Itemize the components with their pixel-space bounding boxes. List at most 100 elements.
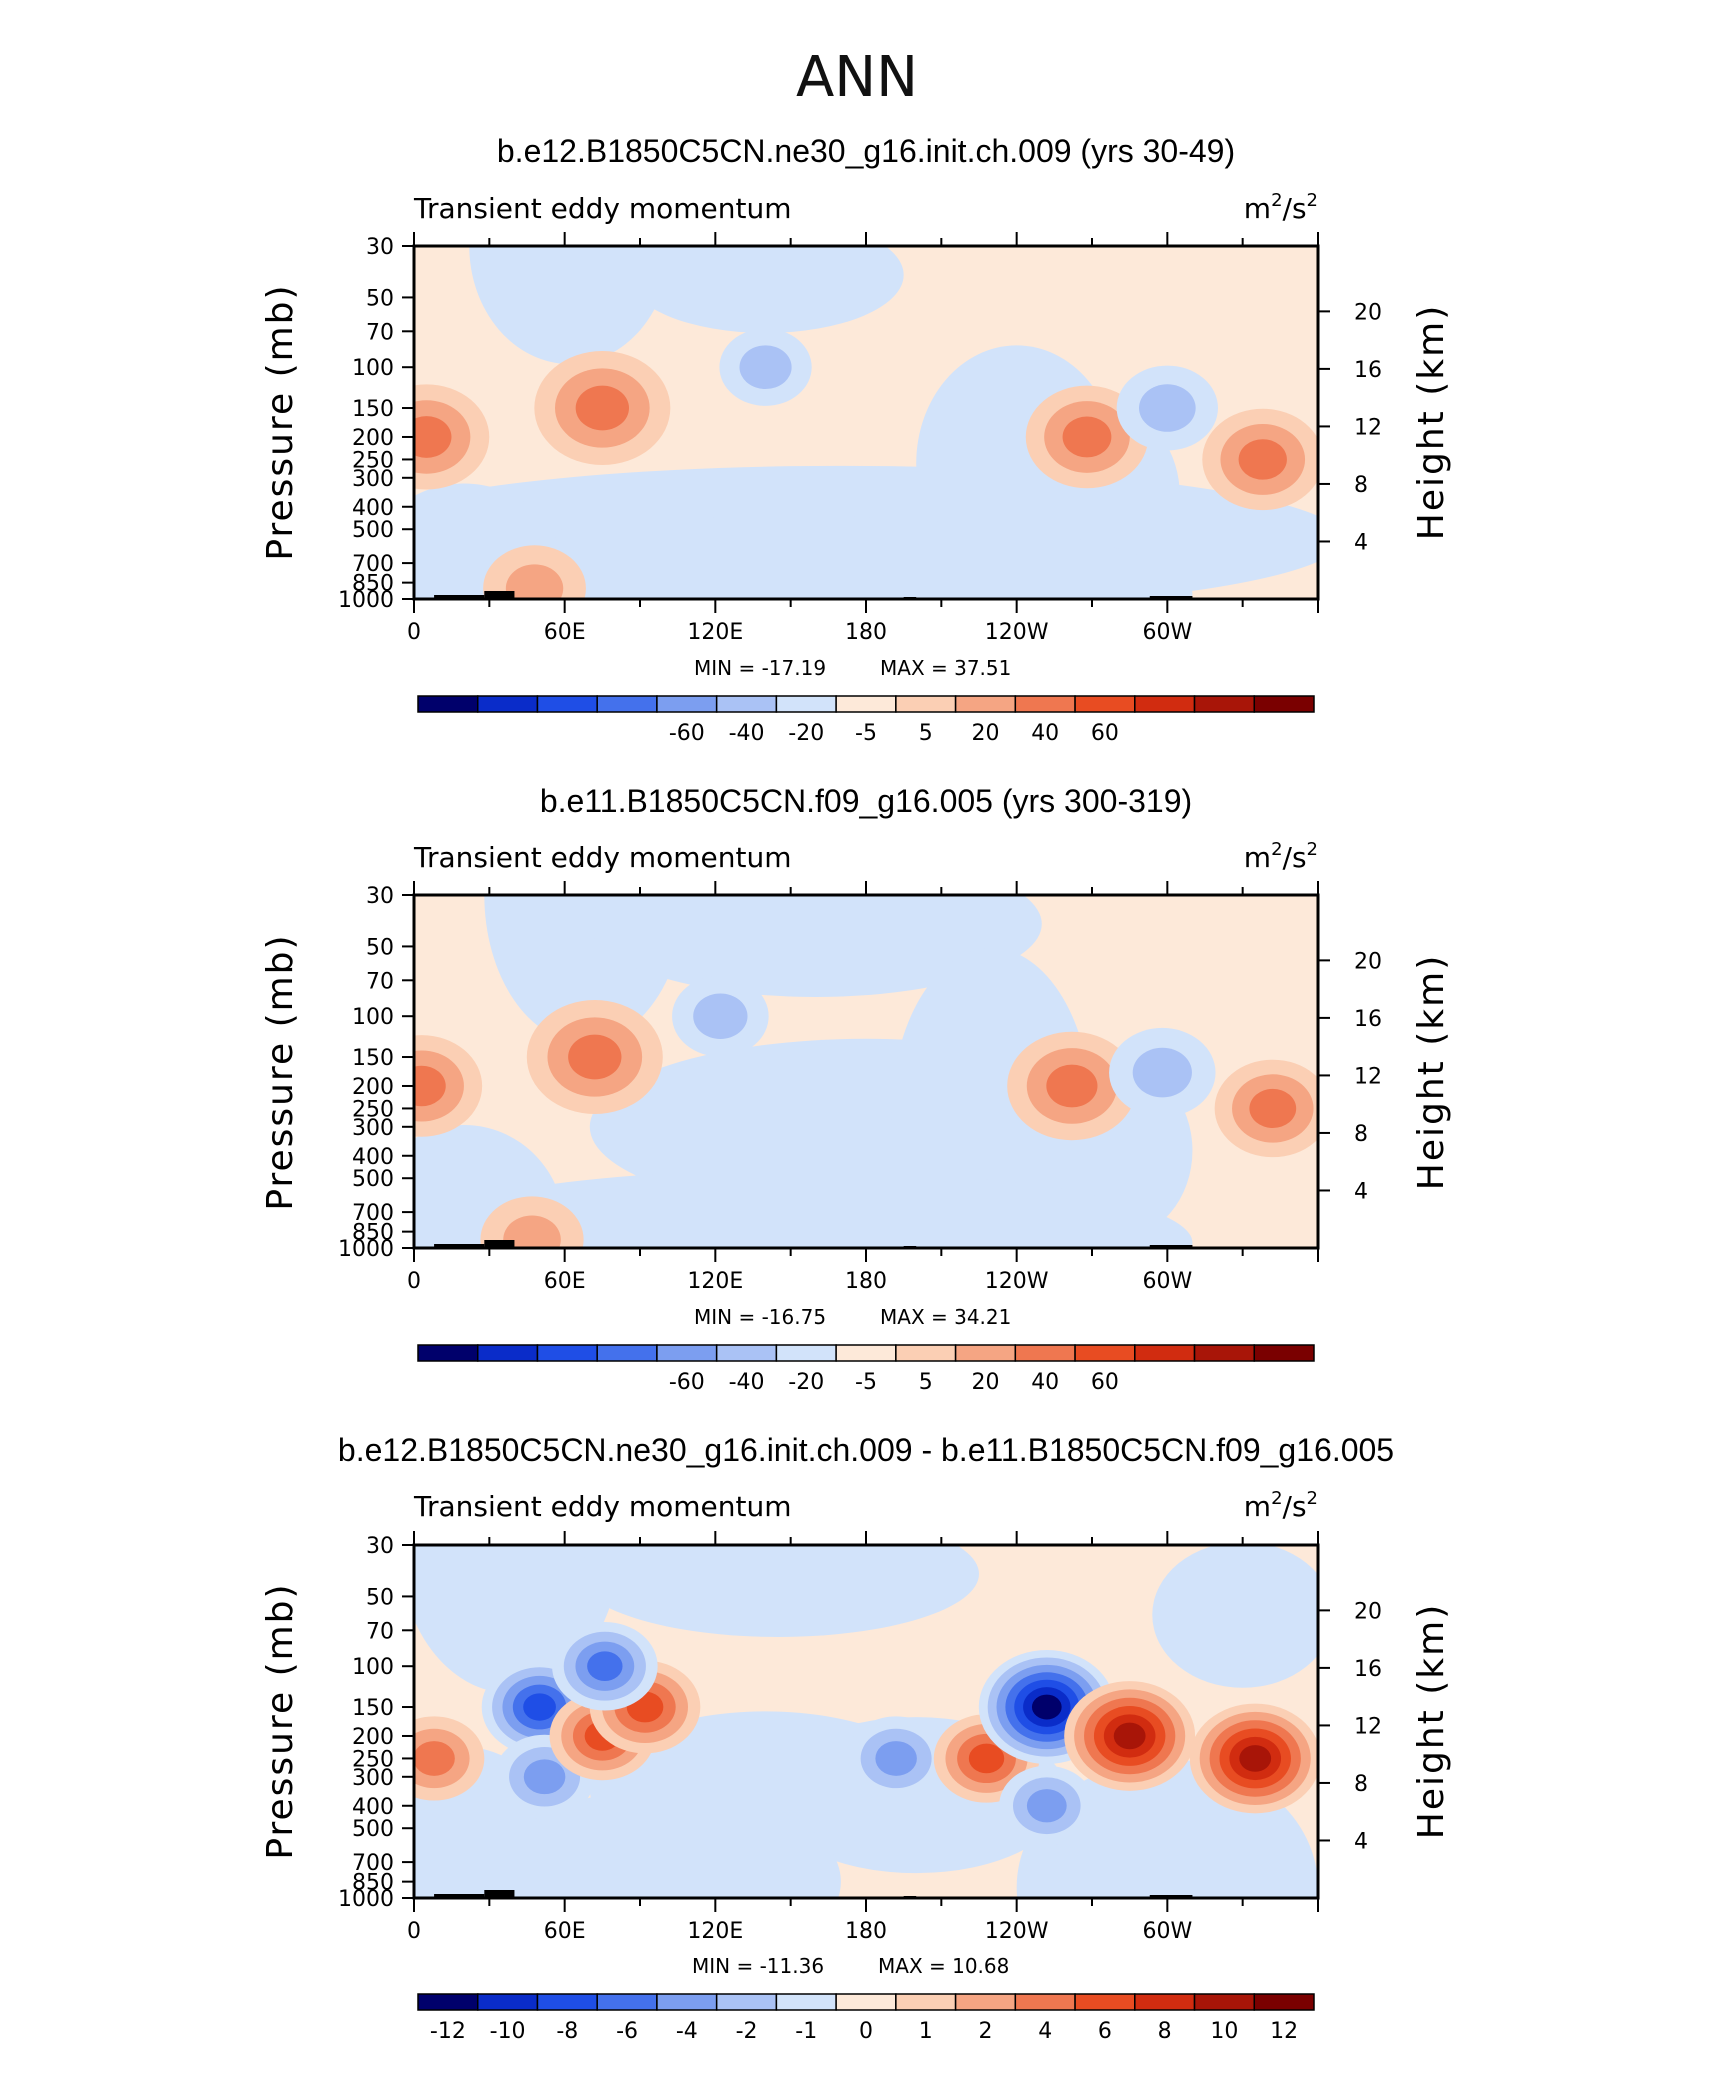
panel-1-title: b.e12.B1850C5CN.ne30_g16.init.ch.009 (yr…	[497, 133, 1235, 169]
contour-band	[523, 1693, 556, 1721]
y-tick-pressure-label: 1000	[338, 588, 394, 613]
y-tick-height-label: 12	[1354, 1714, 1382, 1739]
negative-anomaly	[672, 975, 769, 1057]
weak-negative-region	[577, 1545, 979, 1637]
x-tick-label: 180	[845, 1269, 887, 1294]
colorbar-swatch	[596, 695, 658, 713]
panel-1: b.e12.B1850C5CN.ne30_g16.init.ch.009 (yr…	[260, 133, 1452, 746]
positive-anomaly	[534, 351, 671, 466]
colorbar-label: 5	[919, 1370, 933, 1395]
weak-negative-region	[469, 246, 671, 364]
y-tick-pressure-label: 300	[352, 1766, 394, 1791]
y-tick-pressure-label: 850	[352, 1871, 394, 1896]
contour-band	[414, 416, 452, 458]
x-tick-label: 120W	[985, 620, 1049, 645]
contour-band	[414, 1065, 446, 1107]
contour-band	[1239, 1745, 1272, 1772]
colorbar-swatch	[1134, 1993, 1196, 2011]
colorbar-label: -5	[855, 1370, 877, 1395]
y-tick-height-label: 20	[1354, 300, 1382, 325]
panel-2-colorbar: -60 -40 -20 -5 5 20 40 60	[417, 1344, 1315, 1395]
panel-3-variable-label: Transient eddy momentum	[413, 1490, 792, 1523]
colorbar-swatch	[656, 695, 718, 713]
colorbar-swatch	[954, 1993, 1017, 2011]
y-tick-height-label: 12	[1354, 415, 1382, 440]
x-tick-label: 60W	[1142, 620, 1192, 645]
y-tick-height-label: 12	[1354, 1064, 1382, 1089]
x-tick-label: 60E	[544, 1919, 586, 1944]
x-tick-label: 120W	[985, 1269, 1049, 1294]
colorbar-swatch	[1253, 695, 1315, 713]
positive-anomaly	[414, 1716, 485, 1801]
colorbar-swatch	[417, 1993, 479, 2011]
colorbar-swatch	[417, 1344, 479, 1362]
topography-block	[484, 1890, 515, 1898]
y-tick-pressure-label: 30	[366, 1534, 394, 1559]
colorbar-label: 20	[971, 721, 999, 746]
x-tick-label: 0	[407, 1269, 421, 1294]
panel-3-contours	[414, 1545, 1318, 1898]
weak-negative-region	[589, 895, 1042, 997]
panel-2-ylabel-right: Height (km)	[1411, 954, 1452, 1190]
positive-anomaly	[483, 545, 586, 599]
colorbar-swatch	[954, 1344, 1017, 1362]
panel-2: b.e11.B1850C5CN.f09_g16.005 (yrs 300-319…	[260, 783, 1452, 1395]
y-tick-pressure-label: 30	[366, 884, 394, 909]
colorbar-swatch	[835, 1344, 897, 1362]
contour-band	[523, 1759, 566, 1795]
x-tick-label: 120E	[687, 1919, 743, 1944]
colorbar-label: -40	[729, 721, 765, 746]
panel-1-min: MIN = -17.19	[694, 656, 826, 680]
y-tick-pressure-label: 70	[366, 1619, 394, 1644]
contour-band	[1031, 1694, 1062, 1720]
colorbar-label: 12	[1270, 2019, 1298, 2044]
panel-3-colorbar: -12 -10 -8 -6 -4 -2 -1 0 1 2 4 6 8 10 12	[417, 1993, 1315, 2044]
colorbar-swatch	[1134, 1344, 1196, 1362]
colorbar-label: -4	[676, 2019, 698, 2044]
y-tick-pressure-label: 100	[352, 356, 394, 381]
panel-2-ylabel-left: Pressure (mb)	[260, 933, 301, 1210]
panel-3-ylabel-right: Height (km)	[1411, 1603, 1452, 1839]
weak-negative-region	[891, 948, 1092, 1248]
colorbar-swatch	[656, 1993, 718, 2011]
y-tick-pressure-label: 200	[352, 1725, 394, 1750]
colorbar-label: -1	[795, 2019, 817, 2044]
colorbar-swatch	[1253, 1344, 1315, 1362]
topography-block	[484, 1240, 515, 1248]
y-tick-pressure-label: 300	[352, 1116, 394, 1141]
panel-1-units: m2/s2	[1244, 190, 1318, 225]
panel-1-ylabel-left: Pressure (mb)	[260, 283, 301, 560]
y-tick-pressure-label: 500	[352, 1167, 394, 1192]
y-tick-pressure-label: 400	[352, 496, 394, 521]
colorbar-swatch	[775, 695, 837, 713]
colorbar-swatch	[596, 1344, 658, 1362]
contour-band	[693, 993, 748, 1039]
colorbar-label: -60	[669, 1370, 705, 1395]
contour-band	[968, 1743, 1005, 1774]
contour-band	[503, 1215, 561, 1248]
y-tick-pressure-label: 200	[352, 1075, 394, 1100]
y-tick-pressure-label: 150	[352, 397, 394, 422]
colorbar-label: 10	[1210, 2019, 1238, 2044]
x-tick-label: 0	[407, 620, 421, 645]
panel-2-variable-label: Transient eddy momentum	[413, 841, 792, 874]
y-tick-pressure-label: 400	[352, 1145, 394, 1170]
negative-anomaly	[999, 1765, 1095, 1846]
colorbar-swatch	[1193, 1993, 1256, 2011]
y-tick-pressure-label: 150	[352, 1046, 394, 1071]
y-tick-height-label: 8	[1354, 1122, 1368, 1147]
contour-band	[1249, 1088, 1297, 1129]
y-tick-pressure-label: 200	[352, 426, 394, 451]
y-tick-pressure-label: 50	[366, 286, 394, 311]
weak-negative-region	[414, 515, 1193, 599]
colorbar-label: 60	[1091, 721, 1119, 746]
topography-block	[434, 1244, 485, 1248]
contour-band	[568, 1034, 622, 1080]
colorbar-label: -20	[788, 721, 824, 746]
colorbar-swatch	[775, 1344, 837, 1362]
y-tick-pressure-label: 1000	[338, 1887, 394, 1912]
panel-1-colorbar: -60 -40 -20 -5 5 20 40 60	[417, 695, 1315, 746]
y-tick-pressure-label: 150	[352, 1696, 394, 1721]
figure-title: ANN	[796, 45, 918, 110]
